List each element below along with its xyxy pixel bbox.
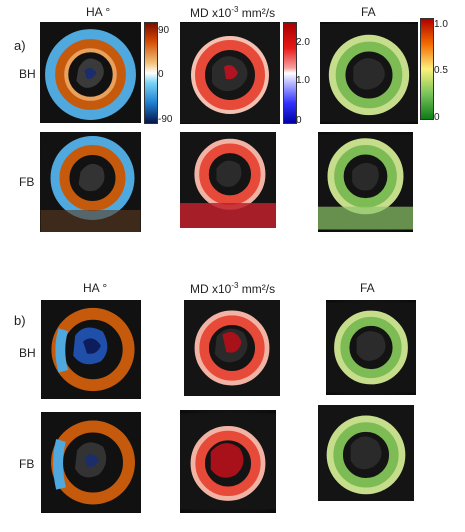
image-a-bh-ha: [40, 22, 141, 123]
header-a-ha: HA °: [86, 5, 111, 19]
image-a-bh-fa: [320, 22, 418, 124]
row-a-fb-label: FB: [19, 175, 35, 189]
colorbar-ha-top: 90: [158, 25, 170, 36]
header-b-fa: FA: [360, 281, 375, 295]
colorbar-md-mid: 1.0: [296, 75, 310, 86]
header-b-md: MD x10-3 mm²/s: [190, 281, 275, 296]
colorbar-md: [283, 22, 297, 124]
header-a-md: MD x10-3 mm²/s: [190, 5, 275, 20]
image-b-bh-md: [184, 300, 280, 396]
header-a-md-exp: -3: [231, 5, 239, 14]
image-b-bh-fa: [326, 300, 416, 395]
image-a-fb-ha: [40, 132, 141, 232]
colorbar-fa: [420, 18, 434, 120]
header-b-ha: HA °: [83, 281, 108, 295]
panel-a-label: a): [14, 38, 26, 53]
colorbar-fa-mid: 0.5: [434, 65, 448, 76]
header-a-md-suffix: mm²/s: [238, 6, 276, 20]
image-a-bh-md: [180, 22, 280, 124]
header-a-md-prefix: MD x10: [190, 6, 232, 20]
row-b-bh-label: BH: [19, 346, 36, 360]
colorbar-ha: [144, 22, 158, 124]
header-b-md-prefix: MD x10: [190, 282, 232, 296]
colorbar-ha-mid: 0: [158, 69, 164, 80]
row-a-bh-label: BH: [19, 67, 36, 81]
image-b-fb-ha: [41, 412, 141, 513]
colorbar-fa-top: 1.0: [434, 19, 448, 30]
image-b-fb-fa: [318, 405, 414, 501]
image-b-fb-md: [180, 410, 276, 513]
header-a-fa: FA: [361, 5, 376, 19]
image-a-fb-md: [180, 132, 276, 228]
panel-b-label: b): [14, 313, 26, 328]
colorbar-md-top: 2.0: [296, 37, 310, 48]
header-b-md-exp: -3: [231, 281, 239, 290]
image-a-fb-fa: [318, 132, 413, 232]
image-b-bh-ha: [41, 300, 141, 399]
header-b-md-suffix: mm²/s: [238, 282, 276, 296]
colorbar-ha-bottom: -90: [158, 114, 173, 125]
colorbar-md-bottom: 0: [296, 115, 302, 126]
colorbar-fa-bottom: 0: [434, 112, 440, 123]
row-b-fb-label: FB: [19, 457, 35, 471]
